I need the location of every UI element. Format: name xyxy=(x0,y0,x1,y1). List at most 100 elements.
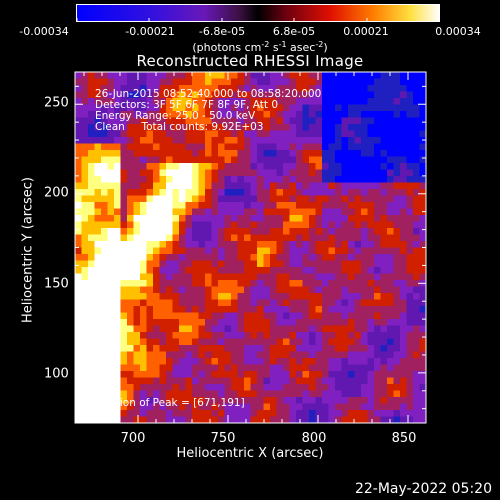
heatmap-cell xyxy=(133,286,141,294)
heatmap-cell xyxy=(393,280,401,287)
heatmap-cell xyxy=(237,403,245,411)
heatmap-cell xyxy=(380,111,388,118)
heatmap-cell xyxy=(289,182,297,190)
heatmap-cell xyxy=(127,390,134,398)
heatmap-cell xyxy=(244,202,251,209)
heatmap-cell xyxy=(237,273,245,281)
heatmap-cell xyxy=(328,397,336,404)
heatmap-cell xyxy=(315,416,323,423)
heatmap-cell xyxy=(94,410,102,417)
heatmap-cell xyxy=(140,332,147,339)
heatmap-cell xyxy=(185,293,193,300)
heatmap-cell xyxy=(296,91,303,99)
heatmap-cell xyxy=(380,85,388,92)
heatmap-cell xyxy=(101,273,108,281)
heatmap-cell xyxy=(354,228,362,235)
heatmap-cell xyxy=(237,98,245,105)
heatmap-cell xyxy=(400,319,407,326)
heatmap-cell xyxy=(328,78,336,86)
heatmap-cell xyxy=(218,202,225,209)
heatmap-cell xyxy=(250,358,258,365)
heatmap-cell xyxy=(380,241,388,248)
heatmap-cell xyxy=(341,267,349,274)
heatmap-cell xyxy=(413,130,420,138)
heatmap-cell xyxy=(146,169,154,177)
heatmap-cell xyxy=(328,332,336,339)
heatmap-cell xyxy=(315,176,323,183)
heatmap-cell xyxy=(114,299,121,307)
heatmap-cell xyxy=(114,247,121,255)
heatmap-cell xyxy=(127,384,134,391)
heatmap-cell xyxy=(322,410,329,417)
heatmap-cell xyxy=(237,111,245,118)
heatmap-cell xyxy=(419,104,426,112)
heatmap-cell xyxy=(172,403,180,411)
heatmap-cell xyxy=(413,319,420,326)
heatmap-cell xyxy=(367,416,375,423)
heatmap-cell xyxy=(309,299,316,307)
heatmap-cell xyxy=(237,208,245,216)
heatmap-cell xyxy=(133,137,141,144)
heatmap-cell xyxy=(283,397,290,404)
heatmap-cell xyxy=(179,163,186,170)
heatmap-cell xyxy=(380,416,388,423)
heatmap-cell xyxy=(94,299,102,307)
heatmap-cell xyxy=(374,384,381,391)
heatmap-cell xyxy=(224,397,232,404)
heatmap-cell xyxy=(140,163,147,170)
heatmap-cell xyxy=(198,273,206,281)
heatmap-cell xyxy=(231,273,238,281)
heatmap-cell xyxy=(354,78,362,86)
heatmap-cell xyxy=(172,195,180,203)
heatmap-cell xyxy=(400,202,407,209)
heatmap-cell xyxy=(270,319,277,326)
heatmap-cell xyxy=(341,137,349,144)
heatmap-cell xyxy=(341,208,349,216)
heatmap-cell xyxy=(250,247,258,255)
heatmap-cell xyxy=(387,78,394,86)
heatmap-cell xyxy=(237,143,245,151)
heatmap-cell xyxy=(380,377,388,385)
heatmap-cell xyxy=(263,351,271,359)
heatmap-cell xyxy=(328,345,336,352)
heatmap-cell xyxy=(283,384,290,391)
heatmap-cell xyxy=(380,371,388,378)
heatmap-cell xyxy=(322,189,329,196)
heatmap-cell xyxy=(179,410,186,417)
heatmap-cell xyxy=(211,137,219,144)
heatmap-cell xyxy=(101,182,108,190)
heatmap-cell xyxy=(218,299,225,307)
heatmap-cell xyxy=(192,403,199,411)
heatmap-cell xyxy=(114,78,121,86)
heatmap-cell xyxy=(179,286,186,294)
heatmap-cell xyxy=(205,358,212,365)
heatmap-cell xyxy=(101,85,108,92)
heatmap-cell xyxy=(159,189,167,196)
heatmap-cell xyxy=(374,280,381,287)
heatmap-cell xyxy=(192,241,199,248)
heatmap-cell xyxy=(133,130,141,138)
heatmap-cell xyxy=(335,143,342,151)
heatmap-cell xyxy=(400,150,407,157)
heatmap-cell xyxy=(406,156,414,164)
heatmap-cell xyxy=(166,104,173,112)
heatmap-cell xyxy=(400,241,407,248)
heatmap-cell xyxy=(179,312,186,320)
heatmap-cell xyxy=(198,215,206,222)
heatmap-cell xyxy=(205,124,212,131)
heatmap-cell xyxy=(263,397,271,404)
heatmap-cell xyxy=(341,345,349,352)
heatmap-cell xyxy=(185,234,193,242)
heatmap-cell xyxy=(387,176,394,183)
heatmap-cell xyxy=(107,377,115,385)
heatmap-cell xyxy=(88,234,95,242)
heatmap-cell xyxy=(315,299,323,307)
heatmap-cell xyxy=(250,332,258,339)
heatmap-cell xyxy=(198,338,206,346)
heatmap-cell xyxy=(289,215,297,222)
heatmap-cell xyxy=(406,280,414,287)
heatmap-cell xyxy=(81,202,89,209)
heatmap-cell xyxy=(328,260,336,268)
heatmap-cell xyxy=(296,299,303,307)
heatmap-cell xyxy=(413,117,420,125)
